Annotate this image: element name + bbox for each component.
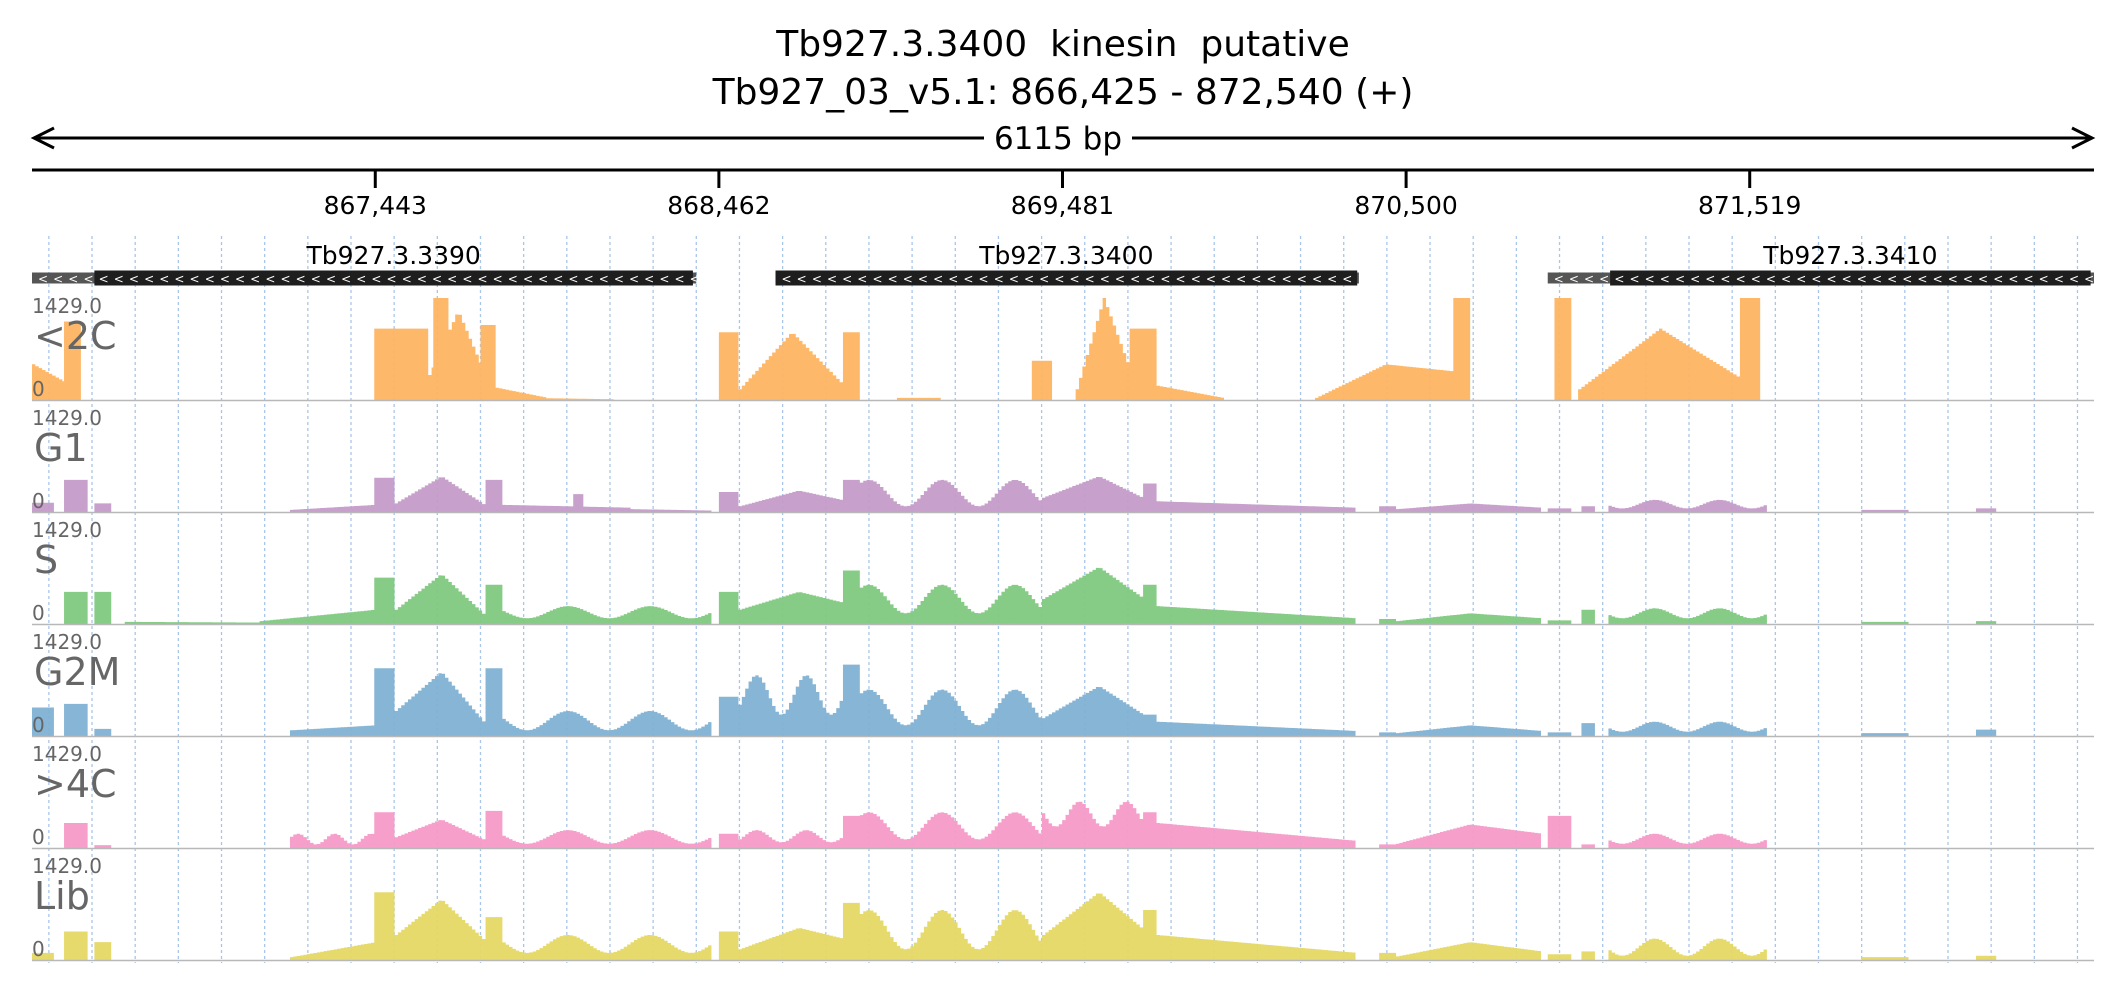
y-min-label: 0 xyxy=(32,713,45,737)
track-label: <2C xyxy=(34,314,117,358)
y-max-label: 1429.0 xyxy=(32,630,102,654)
coverage-bars-S xyxy=(64,567,1997,624)
y-min-label: 0 xyxy=(32,377,45,401)
gene-label: Tb927.3.3390 xyxy=(306,241,481,270)
tick-label: 870,500 xyxy=(1354,191,1457,220)
coverage-bars-G1 xyxy=(32,476,1997,512)
track-label: >4C xyxy=(34,762,117,806)
tick-label: 869,481 xyxy=(1011,191,1114,220)
y-max-label: 1429.0 xyxy=(32,854,102,878)
track-label: G2M xyxy=(34,650,120,694)
y-max-label: 1429.0 xyxy=(32,406,102,430)
y-max-label: 1429.0 xyxy=(32,742,102,766)
gene-cds xyxy=(775,270,1358,286)
left-arrowhead xyxy=(30,126,55,150)
y-min-label: 0 xyxy=(32,825,45,849)
right-arrowhead xyxy=(2071,126,2096,150)
chart-title: Tb927.3.3400 kinesin putative xyxy=(776,24,1350,65)
strand-chevrons: <<<<<<<<<<<<<<<<<<<<<<<<<<<<<<<<<<<< xyxy=(1554,272,2100,286)
coverage-bars-<2C xyxy=(32,298,1761,400)
coverage-bars-G2M xyxy=(32,664,1997,736)
track-label: Lib xyxy=(34,874,90,918)
gene-cds xyxy=(1610,270,2091,286)
strand-chevrons: <<<<<<<<<<<<<<<<<<<<<<<<<<<<<<<<<<<<<<<<… xyxy=(38,272,705,286)
y-max-label: 1429.0 xyxy=(32,294,102,318)
coverage-bars-Lib xyxy=(32,892,1997,960)
y-max-label: 1429.0 xyxy=(32,518,102,542)
y-min-label: 0 xyxy=(32,489,45,513)
strand-chevrons: <<<<<<<<<<<<<<<<<<<<<<<<<<<<<<<<<<<<<< xyxy=(782,272,1358,286)
gene-label: Tb927.3.3400 xyxy=(978,241,1153,270)
y-min-label: 0 xyxy=(32,937,45,961)
track-label: G1 xyxy=(34,426,88,470)
length-label: 6115 bp xyxy=(994,121,1122,157)
gene-label: Tb927.3.3410 xyxy=(1762,241,1937,270)
length-label-bg xyxy=(984,120,1132,156)
tick-label: 871,519 xyxy=(1698,191,1801,220)
tick-label: 867,443 xyxy=(324,191,427,220)
track-label: S xyxy=(34,538,58,582)
y-min-label: 0 xyxy=(32,601,45,625)
coverage-bars->4C xyxy=(64,801,1767,848)
tick-label: 868,462 xyxy=(667,191,770,220)
gene-cds xyxy=(94,270,693,286)
chart-subtitle: Tb927_03_v5.1: 866,425 - 872,540 (+) xyxy=(712,72,1414,113)
